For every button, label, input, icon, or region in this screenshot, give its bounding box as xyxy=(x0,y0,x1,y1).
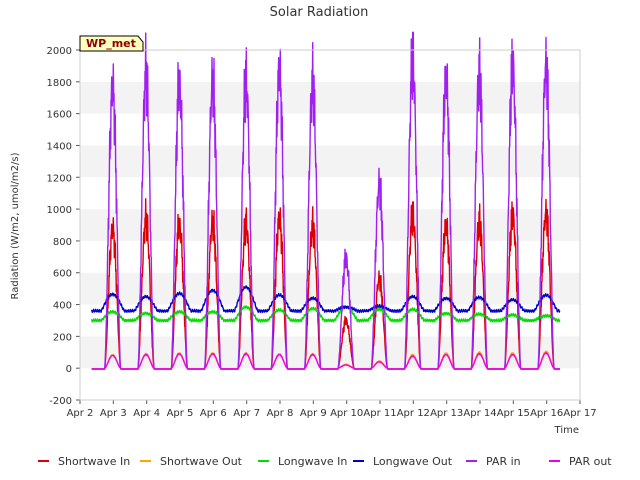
badge-label: WP_met xyxy=(86,37,136,50)
y-axis-label: Radiation (W/m2, umol/m2/s) xyxy=(10,152,21,299)
x-tick-label: Apr 12 xyxy=(397,408,430,419)
legend-item-shortwave-out: Shortwave Out xyxy=(140,455,243,468)
x-tick-label: Apr 17 xyxy=(563,408,596,419)
x-axis: Apr 2 Apr 3 Apr 4 Apr 5 Apr 6 Apr 7 Apr 8 Apr 9… xyxy=(67,400,597,419)
y-tick-label: 400 xyxy=(53,301,72,312)
y-tick-label: 1200 xyxy=(47,173,72,184)
x-tick-label: Apr 6 xyxy=(200,408,227,419)
y-tick-label: 800 xyxy=(53,237,72,248)
grid-band xyxy=(80,145,580,178)
wp-met-badge: WP_met xyxy=(79,35,144,52)
series-line-longwave-in xyxy=(91,305,561,323)
grid-band xyxy=(80,209,580,241)
legend-label: Longwave Out xyxy=(373,455,453,468)
grid-bands xyxy=(80,50,580,400)
x-tick-label: Apr 3 xyxy=(100,408,127,419)
x-tick-label: Apr 4 xyxy=(133,408,160,419)
y-tick-label: 600 xyxy=(53,269,72,280)
series-lines xyxy=(91,31,561,370)
grid-band xyxy=(80,272,580,305)
legend-item-longwave-out: Longwave Out xyxy=(353,455,453,468)
legend-label: Shortwave Out xyxy=(160,455,243,468)
grid-band xyxy=(80,50,580,82)
grid-band xyxy=(80,368,580,400)
y-tick-label: 0 xyxy=(66,364,72,375)
y-tick-label: 1400 xyxy=(47,141,72,152)
x-tick-label: Apr 7 xyxy=(233,408,260,419)
x-tick-label: Apr 8 xyxy=(267,408,294,419)
legend-label: Longwave In xyxy=(278,455,347,468)
x-tick-label: Apr 13 xyxy=(430,408,463,419)
grid-band xyxy=(80,336,580,369)
chart-title: Solar Radiation xyxy=(270,5,369,20)
x-tick-label: Apr 11 xyxy=(363,408,396,419)
legend-item-par-in: PAR in xyxy=(466,455,521,468)
x-tick-label: Apr 10 xyxy=(330,408,363,419)
grid-band xyxy=(80,177,580,210)
legend: Shortwave In Shortwave Out Longwave In Long… xyxy=(38,455,612,468)
legend-label: PAR out xyxy=(569,455,612,468)
legend-label: PAR in xyxy=(486,455,521,468)
y-tick-label: 200 xyxy=(53,332,72,343)
x-tick-label: Apr 9 xyxy=(300,408,327,419)
x-tick-label: Apr 5 xyxy=(167,408,194,419)
series-line-par-out xyxy=(91,351,561,370)
y-tick-label: 1800 xyxy=(47,78,72,89)
legend-item-shortwave-in: Shortwave In xyxy=(38,455,130,468)
series-line-longwave-out xyxy=(91,285,561,314)
y-tick-label: 1600 xyxy=(47,110,72,121)
grid-band xyxy=(80,81,580,114)
y-tick-label: 1000 xyxy=(47,205,72,216)
grid-band xyxy=(80,113,580,146)
plot-frame xyxy=(79,49,581,401)
legend-item-longwave-in: Longwave In xyxy=(258,455,347,468)
y-tick-label: 2000 xyxy=(47,46,72,57)
x-tick-label: Apr 2 xyxy=(67,408,94,419)
legend-item-par-out: PAR out xyxy=(549,455,612,468)
y-tick-label: -200 xyxy=(49,396,72,407)
x-tick-label: Apr 15 xyxy=(497,408,530,419)
x-tick-label: Apr 14 xyxy=(463,408,496,419)
x-axis-label: Time xyxy=(554,425,579,436)
grid-band xyxy=(80,240,580,273)
legend-label: Shortwave In xyxy=(58,455,130,468)
y-axis: -200 0 200 400 600 800 1000 1200 1400 1600 1800 200… xyxy=(47,46,80,407)
x-tick-label: Apr 16 xyxy=(530,408,563,419)
